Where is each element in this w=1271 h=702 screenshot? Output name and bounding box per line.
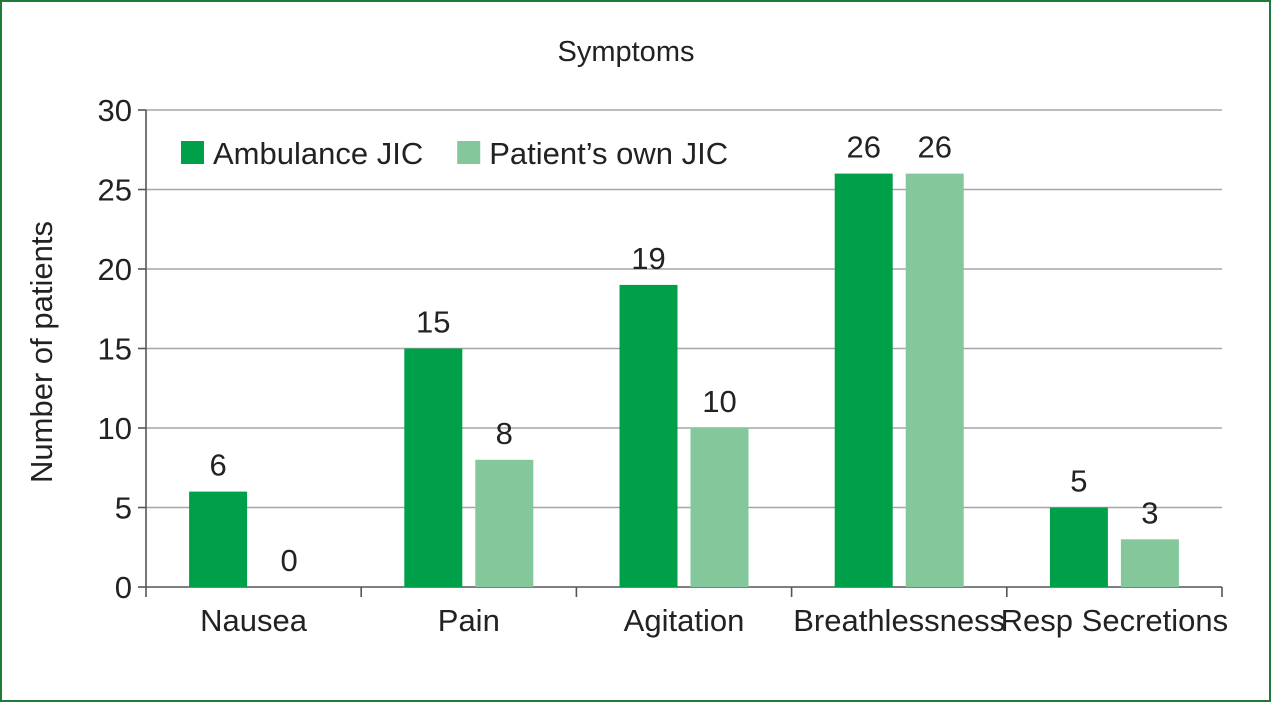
data-label: 26 [917, 130, 951, 165]
y-tick-label: 5 [115, 491, 132, 526]
chart-title: Symptoms [558, 36, 695, 68]
data-label: 26 [846, 130, 880, 165]
bar-ambulance-nausea [189, 491, 248, 587]
x-tick-label: Agitation [624, 603, 745, 638]
x-tick-label: Resp Secretions [1001, 603, 1228, 638]
x-tick-label: Pain [438, 603, 500, 638]
legend-swatch [181, 141, 204, 164]
y-axis-label: Number of patients [24, 221, 59, 483]
bar-ambulance-pain [404, 348, 463, 587]
bar-patient-pain [475, 459, 534, 587]
x-tick-label: Nausea [200, 603, 308, 638]
data-label: 5 [1070, 464, 1087, 499]
legend: Ambulance JIC Patient’s own JIC [181, 136, 728, 171]
legend-label: Ambulance JIC [213, 136, 423, 171]
legend-swatch [457, 141, 481, 164]
data-label: 6 [209, 448, 226, 483]
y-tick-label: 15 [98, 332, 132, 367]
bar-ambulance-agitation [619, 284, 678, 587]
y-tick-label: 30 [98, 93, 132, 128]
data-label: 0 [280, 543, 297, 578]
bar-patient-resp-secretions [1120, 539, 1179, 587]
data-label: 3 [1141, 495, 1158, 530]
y-tick-label: 20 [98, 252, 132, 287]
data-label: 15 [416, 305, 450, 340]
data-label: 8 [496, 416, 513, 451]
bar-ambulance-resp-secretions [1049, 507, 1108, 587]
legend-label: Patient’s own JIC [489, 136, 728, 171]
y-tick-label: 10 [98, 411, 132, 446]
x-tick-label: Breathlessness [793, 603, 1005, 638]
bar-ambulance-breathlessness [834, 173, 893, 587]
data-label: 19 [631, 241, 665, 276]
bar-patient-breathlessness [905, 173, 964, 587]
data-labels: 6 0 15 8 19 10 26 26 5 3 [209, 130, 1158, 578]
gridlines [146, 109, 1222, 509]
bar-patient-agitation [690, 428, 749, 587]
data-label: 10 [702, 384, 736, 419]
y-tick-label: 25 [98, 173, 132, 208]
bars [189, 173, 1179, 587]
y-tick-label: 0 [115, 570, 132, 605]
